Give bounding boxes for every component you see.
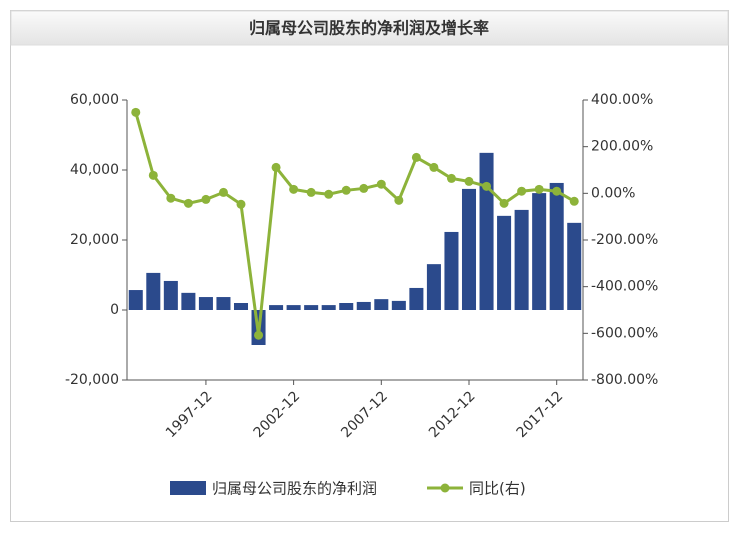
line-point <box>236 199 246 209</box>
bar <box>391 300 406 310</box>
y-tick-label: 60,000 <box>70 92 119 108</box>
y2-tick-label: 400.00% <box>591 92 653 108</box>
legend-label: 归属母公司股东的净利润 <box>212 480 377 498</box>
y2-tick-label: -400.00% <box>591 279 658 295</box>
line-point <box>306 187 316 197</box>
bar <box>426 264 441 310</box>
bar <box>532 193 547 310</box>
line-point <box>569 196 579 206</box>
bar <box>198 297 213 310</box>
bar <box>128 290 143 310</box>
line-point <box>148 170 158 180</box>
title-bar <box>10 10 729 46</box>
line-point <box>446 173 456 183</box>
bar <box>304 305 319 310</box>
y-tick-label: 20,000 <box>70 232 119 248</box>
y2-tick-label: -800.00% <box>591 372 658 388</box>
bar <box>514 209 529 310</box>
line-point <box>394 195 404 205</box>
line-point <box>324 189 334 199</box>
bar <box>269 305 284 310</box>
bar <box>479 152 494 310</box>
bar <box>549 182 564 310</box>
line-point <box>464 176 474 186</box>
bar <box>163 280 178 310</box>
line-point <box>429 162 439 172</box>
bar <box>374 299 389 310</box>
bar <box>233 303 249 310</box>
line-point <box>271 162 281 172</box>
y2-tick-label: 200.00% <box>591 139 653 155</box>
line-point <box>183 198 193 208</box>
bar <box>409 287 424 310</box>
line-point <box>131 107 141 117</box>
y2-tick-label: -600.00% <box>591 325 658 341</box>
bar <box>181 292 196 310</box>
bar <box>497 215 512 310</box>
y2-tick-label: -200.00% <box>591 232 658 248</box>
line-point <box>517 186 527 196</box>
line-point <box>499 198 509 208</box>
bar <box>567 222 582 310</box>
line-point <box>254 330 264 340</box>
line-point <box>482 181 492 191</box>
line-point <box>166 193 176 203</box>
frame <box>10 10 729 522</box>
bar <box>356 301 371 310</box>
bar <box>461 188 477 310</box>
chart-title: 归属母公司股东的净利润及增长率 <box>249 19 489 38</box>
bar <box>216 297 231 310</box>
line-point <box>376 179 386 189</box>
bar <box>146 272 161 310</box>
line-point <box>341 185 351 195</box>
line-point <box>218 187 228 197</box>
legend-label: 同比(右) <box>469 480 526 498</box>
y-tick-label: 40,000 <box>70 162 119 178</box>
y2-tick-label: 0.00% <box>591 185 635 201</box>
line-point <box>534 184 544 194</box>
y-tick-label: 0 <box>110 302 119 318</box>
bar <box>339 303 354 310</box>
legend-swatch <box>170 481 206 495</box>
y-tick-label: -20,000 <box>65 372 119 388</box>
bar <box>321 305 336 310</box>
line-point <box>552 186 562 196</box>
line-point <box>201 194 211 204</box>
legend-swatch <box>440 483 450 493</box>
line-point <box>359 183 369 193</box>
line-point <box>411 152 421 162</box>
bar <box>444 231 459 310</box>
line-point <box>289 184 299 194</box>
bar <box>286 305 301 310</box>
